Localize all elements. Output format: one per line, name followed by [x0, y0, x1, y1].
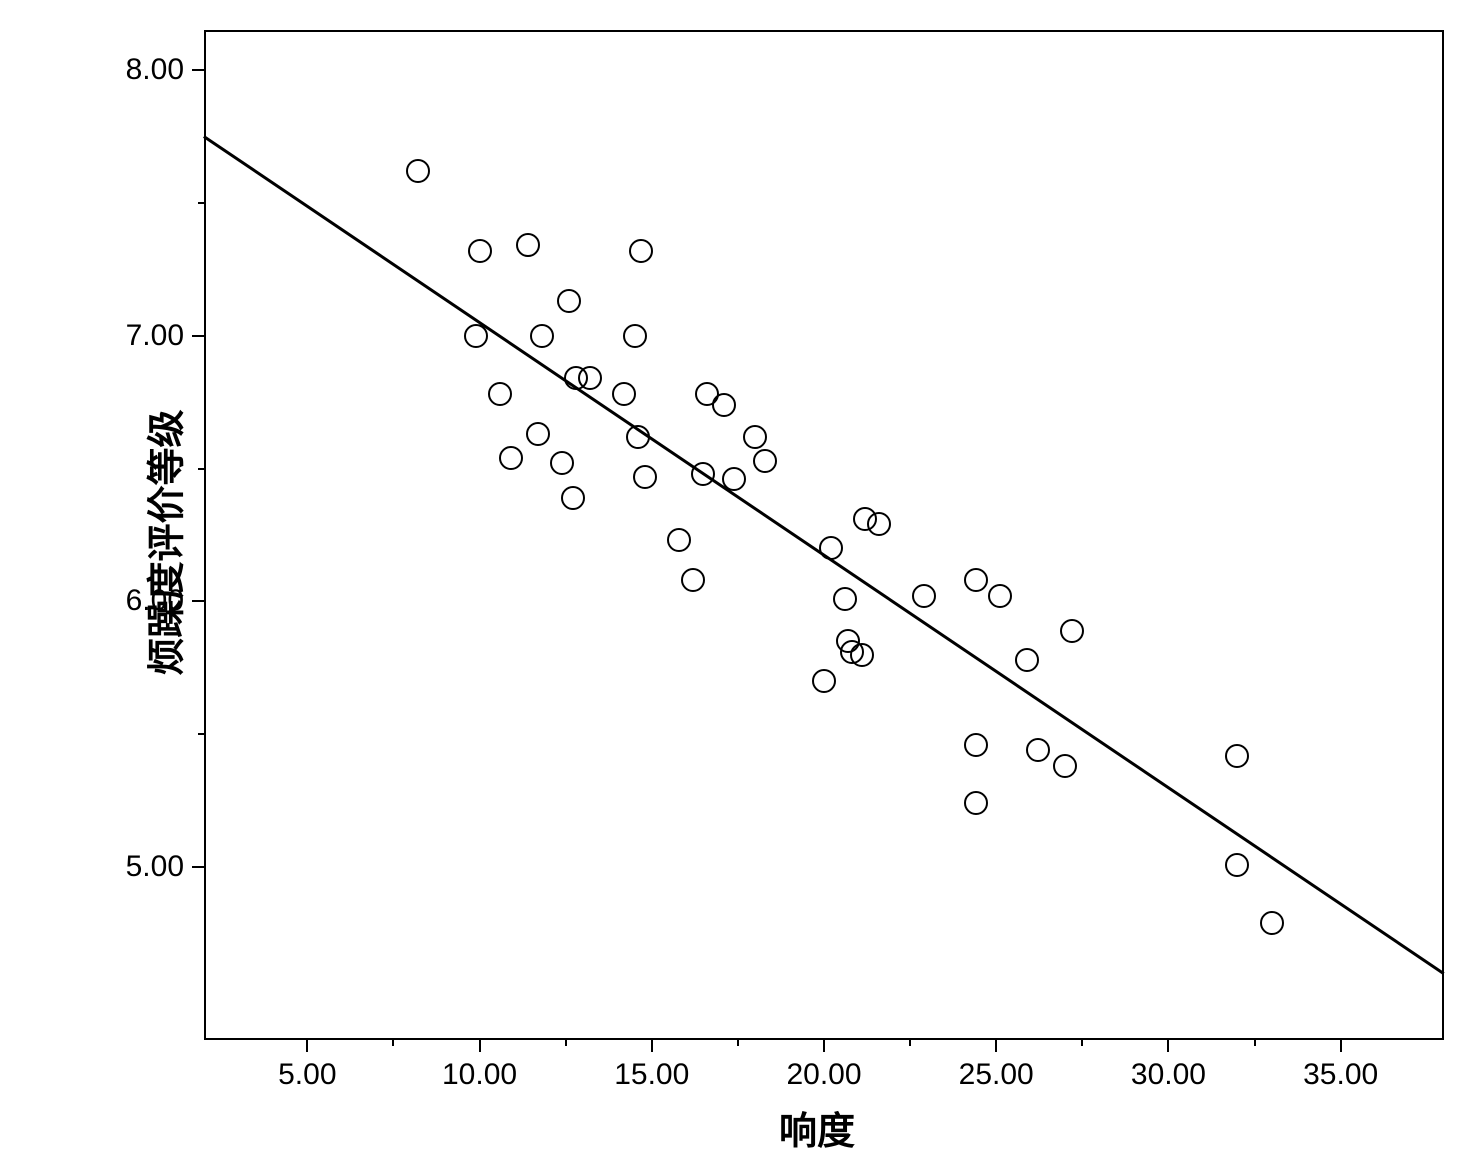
x-tick-minor: [392, 1040, 394, 1046]
data-point: [633, 465, 657, 489]
data-point: [964, 791, 988, 815]
y-tick-minor: [198, 202, 204, 204]
data-point: [623, 324, 647, 348]
y-tick-label: 5.00: [109, 850, 184, 884]
data-point: [712, 393, 736, 417]
data-point: [526, 422, 550, 446]
data-point: [516, 233, 540, 257]
data-point: [743, 425, 767, 449]
x-tick-label: 35.00: [1296, 1058, 1386, 1092]
x-tick-label: 30.00: [1123, 1058, 1213, 1092]
data-point: [464, 324, 488, 348]
y-axis-label: 烦躁度评价等级: [136, 409, 191, 675]
data-point: [557, 289, 581, 313]
data-point: [667, 528, 691, 552]
y-tick-label: 6.00: [109, 584, 184, 618]
x-tick-minor: [737, 1040, 739, 1046]
x-tick-label: 15.00: [607, 1058, 697, 1092]
y-tick-label: 8.00: [109, 53, 184, 87]
y-tick-minor: [198, 733, 204, 735]
x-tick-label: 25.00: [951, 1058, 1041, 1092]
data-point: [468, 239, 492, 263]
x-tick-major: [995, 1040, 997, 1052]
data-point: [722, 467, 746, 491]
data-point: [867, 512, 891, 536]
data-point: [691, 462, 715, 486]
data-point: [499, 446, 523, 470]
data-point: [561, 486, 585, 510]
data-point: [833, 587, 857, 611]
data-point: [488, 382, 512, 406]
x-tick-major: [479, 1040, 481, 1052]
x-tick-minor: [1254, 1040, 1256, 1046]
data-point: [912, 584, 936, 608]
x-tick-major: [306, 1040, 308, 1052]
y-tick-label: 7.00: [109, 319, 184, 353]
data-point: [964, 733, 988, 757]
y-tick-major: [192, 866, 204, 868]
y-tick-major: [192, 69, 204, 71]
data-point: [1060, 619, 1084, 643]
y-tick-major: [192, 600, 204, 602]
scatter-chart: 烦躁度评价等级 响度 5.00 6.00 7.00 8.00 5.00 10.00 15.0…: [0, 0, 1467, 1166]
data-point: [629, 239, 653, 263]
x-tick-major: [823, 1040, 825, 1052]
data-point: [819, 536, 843, 560]
data-point: [550, 451, 574, 475]
data-point: [626, 425, 650, 449]
data-point: [681, 568, 705, 592]
x-tick-minor: [1081, 1040, 1083, 1046]
data-point: [1015, 648, 1039, 672]
data-point: [1225, 744, 1249, 768]
data-point: [612, 382, 636, 406]
data-point: [753, 449, 777, 473]
data-point: [812, 669, 836, 693]
y-tick-minor: [198, 468, 204, 470]
plot-area: [204, 30, 1444, 1040]
x-tick-minor: [565, 1040, 567, 1046]
data-point: [988, 584, 1012, 608]
data-point: [850, 643, 874, 667]
x-tick-label: 10.00: [435, 1058, 525, 1092]
data-point: [1260, 911, 1284, 935]
data-point: [964, 568, 988, 592]
x-axis-label: 响度: [779, 1100, 855, 1155]
x-tick-label: 5.00: [262, 1058, 352, 1092]
data-point: [1053, 754, 1077, 778]
y-tick-major: [192, 335, 204, 337]
data-point: [1026, 738, 1050, 762]
x-tick-major: [1340, 1040, 1342, 1052]
data-point: [1225, 853, 1249, 877]
x-tick-major: [1167, 1040, 1169, 1052]
x-tick-minor: [909, 1040, 911, 1046]
data-point: [578, 366, 602, 390]
data-point: [406, 159, 430, 183]
x-tick-major: [651, 1040, 653, 1052]
data-point: [530, 324, 554, 348]
x-tick-label: 20.00: [779, 1058, 869, 1092]
